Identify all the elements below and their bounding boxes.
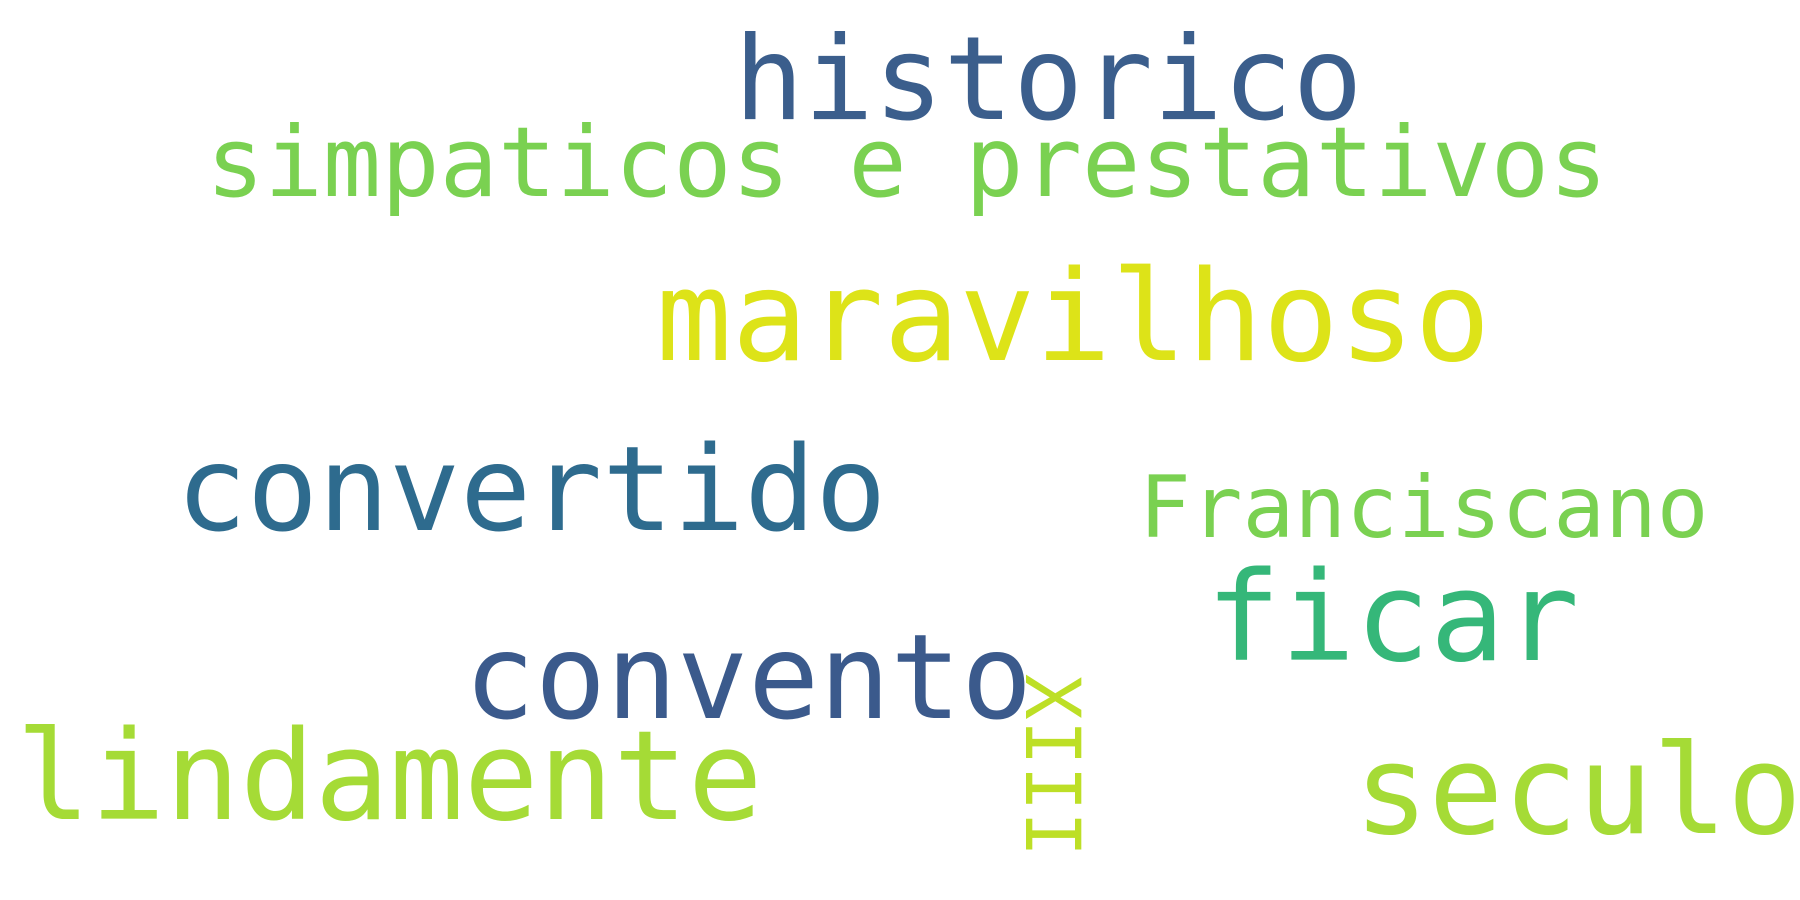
word-simpaticos-e-prestativos: simpaticos e prestativos [206, 106, 1608, 219]
word-maravilhoso: maravilhoso [656, 243, 1491, 390]
word-lindamente: lindamente [16, 705, 763, 849]
word-historico: historico [734, 12, 1363, 147]
word-convento: convento [464, 608, 1033, 746]
word-convertido: convertido [176, 420, 887, 558]
word-franciscano: Franciscano [1139, 458, 1709, 558]
word-xiii: XIII [1008, 674, 1097, 858]
word-seculo: seculo [1354, 719, 1800, 863]
word-ficar: ficar [1206, 546, 1580, 690]
